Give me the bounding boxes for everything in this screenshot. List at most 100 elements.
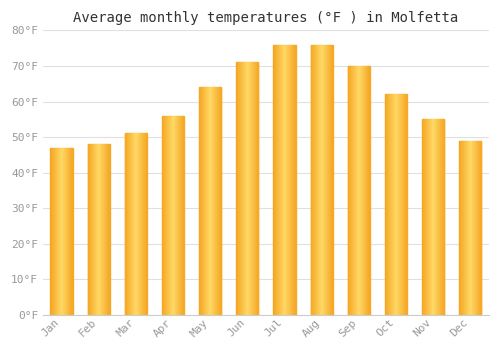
Bar	[64, 148, 66, 315]
Bar	[180, 116, 181, 315]
Bar	[405, 94, 406, 315]
Bar	[355, 66, 356, 315]
Bar	[462, 141, 463, 315]
Bar	[295, 45, 296, 315]
Bar	[431, 119, 432, 315]
Bar	[88, 144, 89, 315]
Bar	[328, 45, 329, 315]
Bar	[479, 141, 480, 315]
Bar	[392, 94, 393, 315]
Bar	[294, 45, 295, 315]
Bar	[360, 66, 361, 315]
Bar	[358, 66, 359, 315]
Bar	[164, 116, 165, 315]
Bar	[406, 94, 407, 315]
Bar	[289, 45, 290, 315]
Bar	[396, 94, 398, 315]
Bar	[202, 87, 203, 315]
Bar	[106, 144, 107, 315]
Bar	[52, 148, 54, 315]
Bar	[98, 144, 100, 315]
Bar	[395, 94, 396, 315]
Bar	[257, 62, 258, 315]
Bar	[280, 45, 281, 315]
Bar	[255, 62, 256, 315]
Bar	[367, 66, 368, 315]
Bar	[425, 119, 426, 315]
Bar	[320, 45, 321, 315]
Bar	[275, 45, 276, 315]
Bar	[138, 133, 139, 315]
Bar	[386, 94, 387, 315]
Bar	[352, 66, 353, 315]
Bar	[142, 133, 144, 315]
Bar	[254, 62, 255, 315]
Bar	[323, 45, 324, 315]
Bar	[480, 141, 482, 315]
Bar	[286, 45, 288, 315]
Bar	[369, 66, 370, 315]
Bar	[170, 116, 171, 315]
Bar	[93, 144, 94, 315]
Bar	[330, 45, 332, 315]
Bar	[474, 141, 475, 315]
Bar	[238, 62, 239, 315]
Bar	[292, 45, 294, 315]
Bar	[242, 62, 243, 315]
Bar	[245, 62, 246, 315]
Bar	[62, 148, 63, 315]
Bar	[69, 148, 70, 315]
Bar	[128, 133, 129, 315]
Bar	[50, 148, 51, 315]
Bar	[244, 62, 245, 315]
Bar	[200, 87, 202, 315]
Bar	[67, 148, 68, 315]
Bar	[140, 133, 141, 315]
Bar	[212, 87, 213, 315]
Bar	[349, 66, 350, 315]
Bar	[107, 144, 108, 315]
Bar	[439, 119, 440, 315]
Bar	[71, 148, 72, 315]
Bar	[213, 87, 214, 315]
Bar	[402, 94, 404, 315]
Bar	[207, 87, 208, 315]
Bar	[205, 87, 206, 315]
Bar	[436, 119, 437, 315]
Bar	[362, 66, 364, 315]
Bar	[361, 66, 362, 315]
Bar	[400, 94, 401, 315]
Bar	[210, 87, 211, 315]
Bar	[394, 94, 395, 315]
Bar	[55, 148, 56, 315]
Bar	[182, 116, 184, 315]
Bar	[63, 148, 64, 315]
Bar	[359, 66, 360, 315]
Bar	[399, 94, 400, 315]
Bar	[318, 45, 320, 315]
Bar	[176, 116, 178, 315]
Bar	[353, 66, 354, 315]
Bar	[276, 45, 277, 315]
Bar	[144, 133, 145, 315]
Bar	[348, 66, 349, 315]
Bar	[199, 87, 200, 315]
Bar	[393, 94, 394, 315]
Bar	[109, 144, 110, 315]
Bar	[168, 116, 170, 315]
Bar	[324, 45, 326, 315]
Bar	[139, 133, 140, 315]
Bar	[440, 119, 442, 315]
Bar	[428, 119, 430, 315]
Bar	[208, 87, 210, 315]
Bar	[365, 66, 366, 315]
Bar	[60, 148, 61, 315]
Bar	[350, 66, 352, 315]
Bar	[430, 119, 431, 315]
Bar	[327, 45, 328, 315]
Bar	[284, 45, 286, 315]
Bar	[468, 141, 469, 315]
Bar	[167, 116, 168, 315]
Bar	[70, 148, 71, 315]
Bar	[390, 94, 391, 315]
